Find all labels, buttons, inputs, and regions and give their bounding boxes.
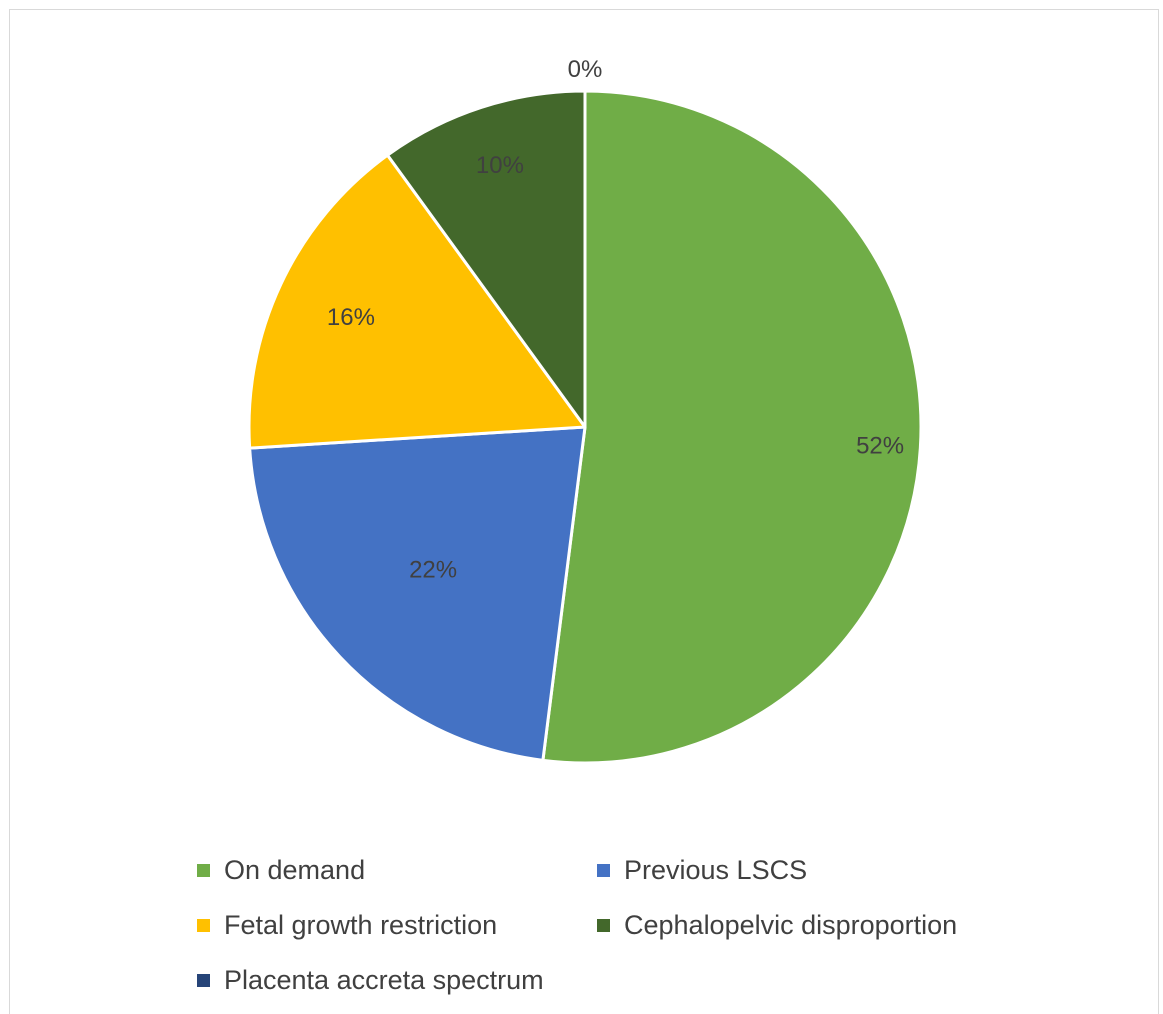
legend-swatch [197,863,210,877]
legend-item-fetal-growth-restriction: Fetal growth restriction [197,905,497,945]
data-label-previous-lscs: 22% [409,557,457,584]
legend-item-cephalopelvic-disproportion: Cephalopelvic disproportion [597,905,957,945]
data-label-on-demand: 52% [856,433,904,460]
legend-swatch [197,973,210,987]
data-label-placenta-accreta-spectrum: 0% [568,56,603,83]
legend-label: Cephalopelvic disproportion [624,909,958,940]
legend-swatch [597,863,610,877]
data-label-fetal-growth-restriction: 16% [327,304,375,331]
legend-item-on-demand: On demand [197,850,365,890]
legend-item-previous-lscs: Previous LSCS [597,850,807,890]
data-label-cephalopelvic-disproportion: 10% [476,152,524,179]
pie-slice-previous-lscs [248,425,587,762]
pie-slice-fetal-growth-restriction [247,153,587,450]
pie-slice-on-demand [541,89,923,765]
legend-label: Previous LSCS [624,854,808,885]
legend-label: On demand [224,854,366,885]
legend-label: Fetal growth restriction [224,909,498,940]
legend-label: Placenta accreta spectrum [224,964,544,995]
legend-item-placenta-accreta-spectrum: Placenta accreta spectrum [197,960,544,1000]
legend-swatch [197,918,210,932]
legend-swatch [597,918,610,932]
pie-slice-cephalopelvic-disproportion [386,89,587,429]
